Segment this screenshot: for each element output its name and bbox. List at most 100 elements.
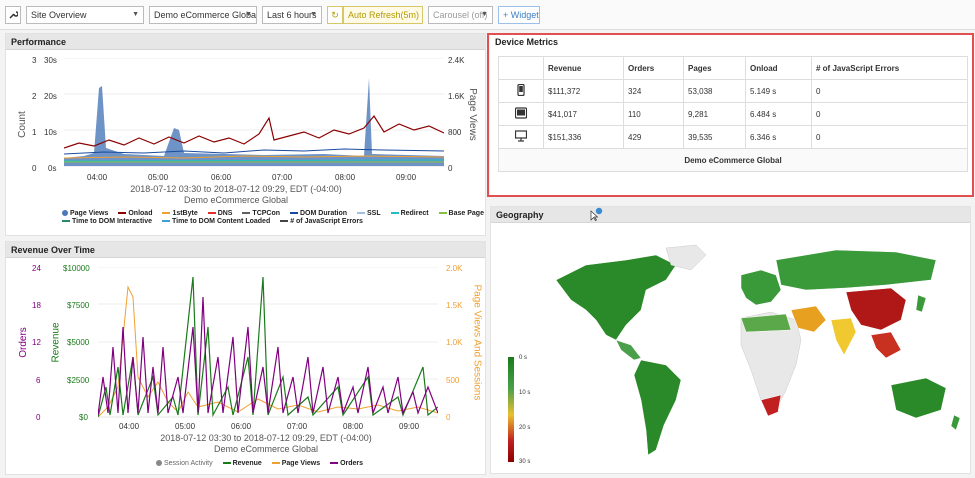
performance-panel: Performance 3 2 1 0 30s 20s 10s 0s Count… <box>5 33 486 236</box>
time-range-label: Last 6 hours <box>267 10 317 20</box>
legend-item[interactable]: Revenue <box>222 460 262 467</box>
y-axis-label-right: Page Views And Sessions <box>471 284 483 401</box>
revenue-title: Revenue Over Time <box>6 242 485 258</box>
x-tick: 04:00 <box>87 173 108 182</box>
add-widget-button[interactable]: + Widget <box>498 6 540 24</box>
region-south-africa <box>760 394 782 417</box>
site-select-value: Site Overview <box>31 10 87 20</box>
x-tick: 07:00 <box>287 422 308 431</box>
legend-item[interactable]: Page Views <box>62 210 108 217</box>
region-north-africa <box>740 313 792 333</box>
carousel-label: Carousel (off) <box>433 10 488 20</box>
y-tick-left: 1 <box>32 128 37 137</box>
world-map[interactable] <box>546 240 966 465</box>
y-tick-right: 0 <box>448 164 453 173</box>
chart-caption-range: 2018-07-12 03:30 to 2018-07-12 09:29, ED… <box>160 433 372 443</box>
legend-item[interactable]: Page Views <box>271 460 320 467</box>
region-south-america <box>633 359 682 456</box>
domain-select-value: Demo eCommerce Global <box>154 10 257 20</box>
cell-pages: 9,281 <box>683 102 746 126</box>
legend-item[interactable]: # of JavaScript Errors <box>280 218 363 225</box>
region-china <box>845 287 907 331</box>
table-row[interactable]: $111,372 324 53,038 5.149 s 0 <box>498 79 968 103</box>
cell-revenue: $111,372 <box>543 79 624 103</box>
cell-errors: 0 <box>811 102 968 126</box>
legend-item[interactable]: DNS <box>207 210 232 217</box>
site-select[interactable]: Site Overview ▼ <box>26 6 144 24</box>
cell-onload: 6.484 s <box>745 102 812 126</box>
refresh-button[interactable]: ↻ <box>327 6 343 24</box>
legend-item[interactable]: DOM Duration <box>289 210 347 217</box>
refresh-icon: ↻ <box>331 10 339 20</box>
page-views-line <box>98 285 438 418</box>
table-header[interactable]: Onload <box>745 56 812 80</box>
region-central-america <box>615 339 642 361</box>
legend-item[interactable]: Orders <box>330 460 363 467</box>
chevron-down-icon: ▼ <box>481 11 488 18</box>
chevron-down-icon: ▼ <box>132 11 139 18</box>
region-greenland <box>665 244 707 271</box>
cell-pages: 53,038 <box>683 79 746 103</box>
orders-line <box>98 296 438 416</box>
domain-select[interactable]: Demo eCommerce Global ▼ <box>149 6 257 24</box>
x-tick: 09:00 <box>396 173 417 182</box>
table-footer-row: Demo eCommerce Global <box>498 148 968 172</box>
y-tick-right: 2.0K <box>446 264 463 273</box>
revenue-chart[interactable] <box>98 267 438 419</box>
y-tick-time: 10s <box>44 128 57 137</box>
add-widget-label: + Widget <box>503 10 539 20</box>
performance-legend: Page Views Onload 1stByte DNS TCPCon DOM… <box>62 210 492 217</box>
y-tick-right: 800 <box>448 128 462 137</box>
auto-refresh-button[interactable]: Auto Refresh(5m) <box>343 6 423 24</box>
table-header[interactable]: Orders <box>623 56 684 80</box>
carousel-select[interactable]: Carousel (off) ▼ <box>428 6 493 24</box>
revenue-legend: Session Activity Revenue Page Views Orde… <box>156 460 371 467</box>
scale-tick: 0 s <box>519 355 528 361</box>
revenue-panel: Revenue Over Time 24 18 12 6 0 Orders $1… <box>5 241 486 475</box>
chevron-down-icon: ▼ <box>310 11 317 18</box>
x-tick: 05:00 <box>175 422 196 431</box>
legend-item[interactable]: Time to DOM Content Loaded <box>161 218 270 225</box>
table-row[interactable]: $41,017 110 9,281 6.484 s 0 <box>498 102 968 126</box>
y-tick-right: 1.6K <box>448 92 465 101</box>
legend-item[interactable]: 1stByte <box>162 210 198 217</box>
y-axis-label-orders: Orders <box>17 327 29 358</box>
legend-item[interactable]: Base Page <box>438 210 484 217</box>
settings-button[interactable] <box>5 6 21 24</box>
x-tick: 09:00 <box>399 422 420 431</box>
device-metrics-panel: Device Metrics Revenue Orders Pages Onlo… <box>490 34 972 196</box>
scale-tick: 20 s <box>519 425 531 431</box>
scale-tick: 10 s <box>519 390 531 396</box>
legend-item[interactable]: Onload <box>118 210 152 217</box>
legend-item[interactable]: Time to DOM Interactive <box>62 218 152 225</box>
cell-revenue: $151,336 <box>543 125 624 149</box>
time-range-button[interactable]: Last 6 hours ▼ <box>262 6 322 24</box>
device-metrics-table: Revenue Orders Pages Onload # of JavaScr… <box>498 56 968 172</box>
x-tick: 05:00 <box>148 173 169 182</box>
y-tick-right: 1.5K <box>446 301 463 310</box>
cell-errors: 0 <box>811 79 968 103</box>
cell-pages: 39,535 <box>683 125 746 149</box>
x-tick: 04:00 <box>119 422 140 431</box>
cell-orders: 110 <box>623 102 684 126</box>
onload-line <box>64 114 444 149</box>
geography-title: Geography <box>491 207 970 223</box>
auto-refresh-label: Auto Refresh(5m) <box>348 10 420 20</box>
region-north-america <box>555 254 677 341</box>
x-tick: 06:00 <box>211 173 232 182</box>
color-scale <box>508 357 514 462</box>
table-header[interactable]: Pages <box>683 56 746 80</box>
legend-item[interactable]: TCPCon <box>242 210 280 217</box>
legend-item[interactable]: SSL <box>357 210 381 217</box>
performance-chart[interactable] <box>64 58 444 170</box>
table-header[interactable]: Revenue <box>543 56 624 80</box>
y-tick-right: 0 <box>446 413 451 422</box>
table-header[interactable]: # of JavaScript Errors <box>811 56 968 80</box>
table-row[interactable]: $151,336 429 39,535 6.346 s 0 <box>498 125 968 149</box>
info-cursor-icon[interactable] <box>589 207 603 221</box>
y-tick-revenue: $2500 <box>67 376 90 385</box>
table-header-row: Revenue Orders Pages Onload # of JavaScr… <box>498 56 968 80</box>
x-tick: 07:00 <box>272 173 293 182</box>
legend-item[interactable]: Session Activity <box>156 460 213 467</box>
legend-item[interactable]: Redirect <box>390 210 429 217</box>
